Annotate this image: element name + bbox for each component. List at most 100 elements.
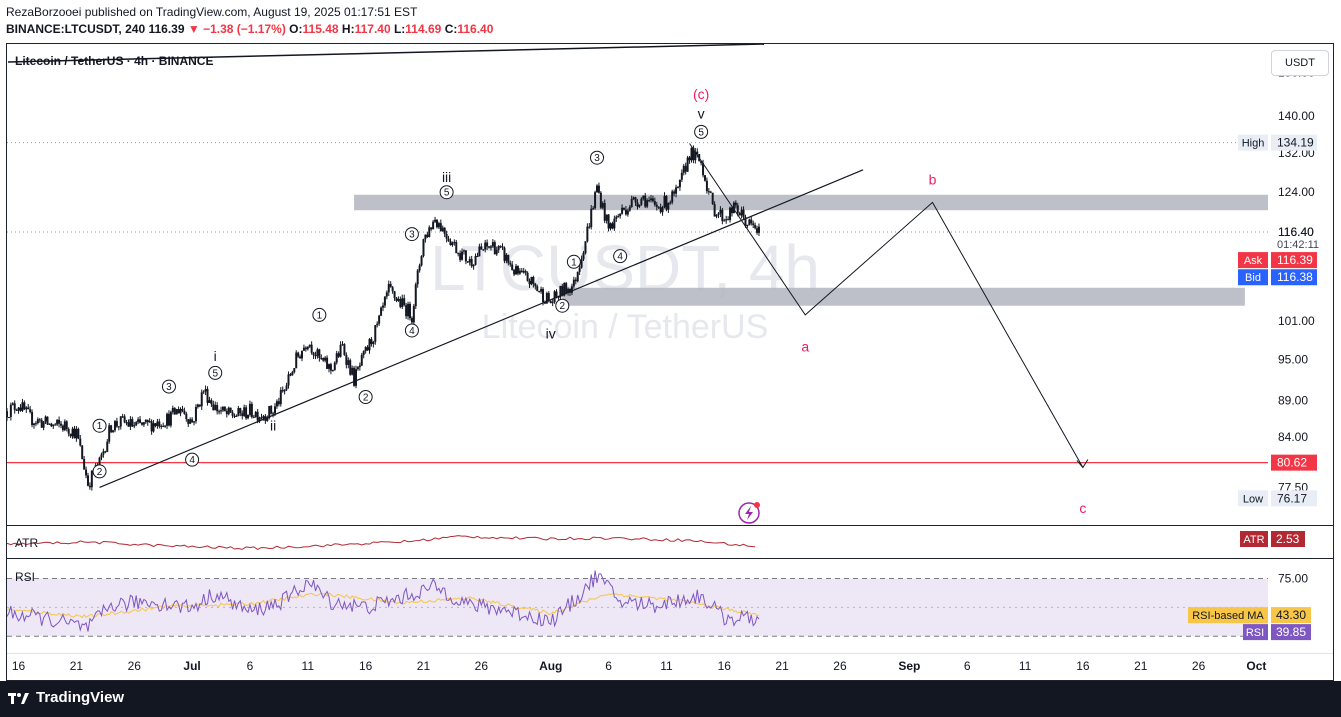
candle — [628, 204, 631, 212]
candle — [632, 196, 635, 201]
candle-body — [621, 207, 624, 214]
candle-body — [6, 411, 8, 418]
candle — [675, 184, 678, 198]
candle-body — [252, 416, 255, 418]
candle-body — [295, 352, 298, 369]
candle-body — [345, 355, 348, 365]
candle — [102, 448, 105, 458]
candle-body — [719, 209, 722, 214]
resistance-zone-1[interactable] — [562, 287, 1245, 306]
candle — [553, 290, 556, 304]
candle-body — [476, 256, 479, 258]
candle — [56, 419, 59, 426]
badge-value: 80.62 — [1277, 456, 1307, 470]
candle-body — [659, 207, 662, 213]
candle — [67, 427, 70, 437]
candle-body — [653, 201, 656, 205]
candle — [17, 406, 20, 414]
candle — [52, 424, 55, 429]
trendline[interactable] — [99, 169, 864, 488]
candle-body — [58, 419, 61, 424]
candle — [11, 402, 14, 406]
currency-button[interactable]: USDT — [1271, 50, 1329, 76]
candle — [206, 386, 209, 406]
candle-body — [405, 305, 408, 317]
candle — [476, 252, 479, 258]
candle-body — [158, 421, 161, 427]
candle — [380, 306, 383, 317]
candle — [694, 147, 697, 164]
candle-body — [221, 406, 224, 411]
candle-body — [376, 323, 379, 326]
candle-body — [150, 421, 153, 432]
candle — [682, 163, 685, 176]
lightning-icon[interactable] — [738, 502, 760, 524]
candle — [306, 346, 309, 351]
atr-line[interactable] — [6, 535, 756, 550]
candle — [420, 255, 423, 267]
candle-body — [148, 421, 151, 423]
wave-circle — [439, 185, 454, 200]
candle — [505, 252, 508, 264]
candle — [139, 416, 142, 424]
candle-body — [225, 411, 228, 415]
candle-body — [324, 357, 327, 361]
tradingview-logo[interactable]: TradingView — [8, 689, 124, 706]
candle — [530, 276, 533, 286]
candle — [327, 363, 330, 373]
x-tick-label: 26 — [475, 659, 489, 673]
candle — [337, 351, 340, 358]
candle — [474, 253, 477, 266]
candle — [19, 404, 22, 412]
candle-body — [194, 406, 197, 422]
resistance-zone-0[interactable] — [354, 194, 1268, 211]
badge-label: High — [1242, 138, 1265, 150]
candle-body — [104, 451, 107, 453]
candle — [135, 420, 138, 427]
candle-body — [266, 418, 269, 421]
candle — [522, 267, 525, 274]
candle-body — [189, 419, 192, 424]
candle — [15, 408, 18, 411]
candle — [742, 206, 745, 220]
candle-body — [567, 289, 570, 293]
rsi-line[interactable] — [6, 570, 760, 632]
candle-body — [561, 285, 564, 296]
badge-value: 134.19 — [1277, 136, 1314, 150]
candle-body — [216, 404, 219, 412]
low-value: 114.69 — [405, 22, 442, 36]
candle-body — [310, 344, 313, 353]
candle — [164, 424, 167, 428]
projection-path[interactable] — [689, 143, 1084, 468]
wave-label: iii — [442, 169, 451, 185]
candle-body — [200, 392, 203, 407]
candle-body — [542, 288, 545, 303]
candle-body — [434, 219, 437, 222]
candle — [449, 238, 452, 246]
drawing-line[interactable] — [7, 43, 765, 63]
candle — [603, 199, 606, 224]
candle-body — [738, 213, 741, 216]
candle — [468, 256, 471, 266]
candle-body — [69, 433, 72, 437]
candle — [297, 351, 300, 358]
candle-body — [366, 347, 369, 351]
candle — [46, 416, 49, 426]
candle — [200, 389, 203, 411]
candle — [283, 389, 286, 395]
candle-body — [651, 198, 654, 202]
candle — [158, 418, 161, 429]
candle-body — [368, 339, 371, 351]
candle — [740, 206, 743, 219]
candle-body — [106, 441, 109, 452]
x-tick-label: Oct — [1246, 659, 1266, 673]
candle-body — [466, 261, 469, 263]
wave-label: 5 — [212, 368, 218, 379]
candle-body — [403, 298, 406, 306]
lightning-bolt — [745, 506, 753, 520]
candle — [366, 345, 369, 351]
candle — [478, 243, 481, 257]
candle — [287, 371, 290, 389]
